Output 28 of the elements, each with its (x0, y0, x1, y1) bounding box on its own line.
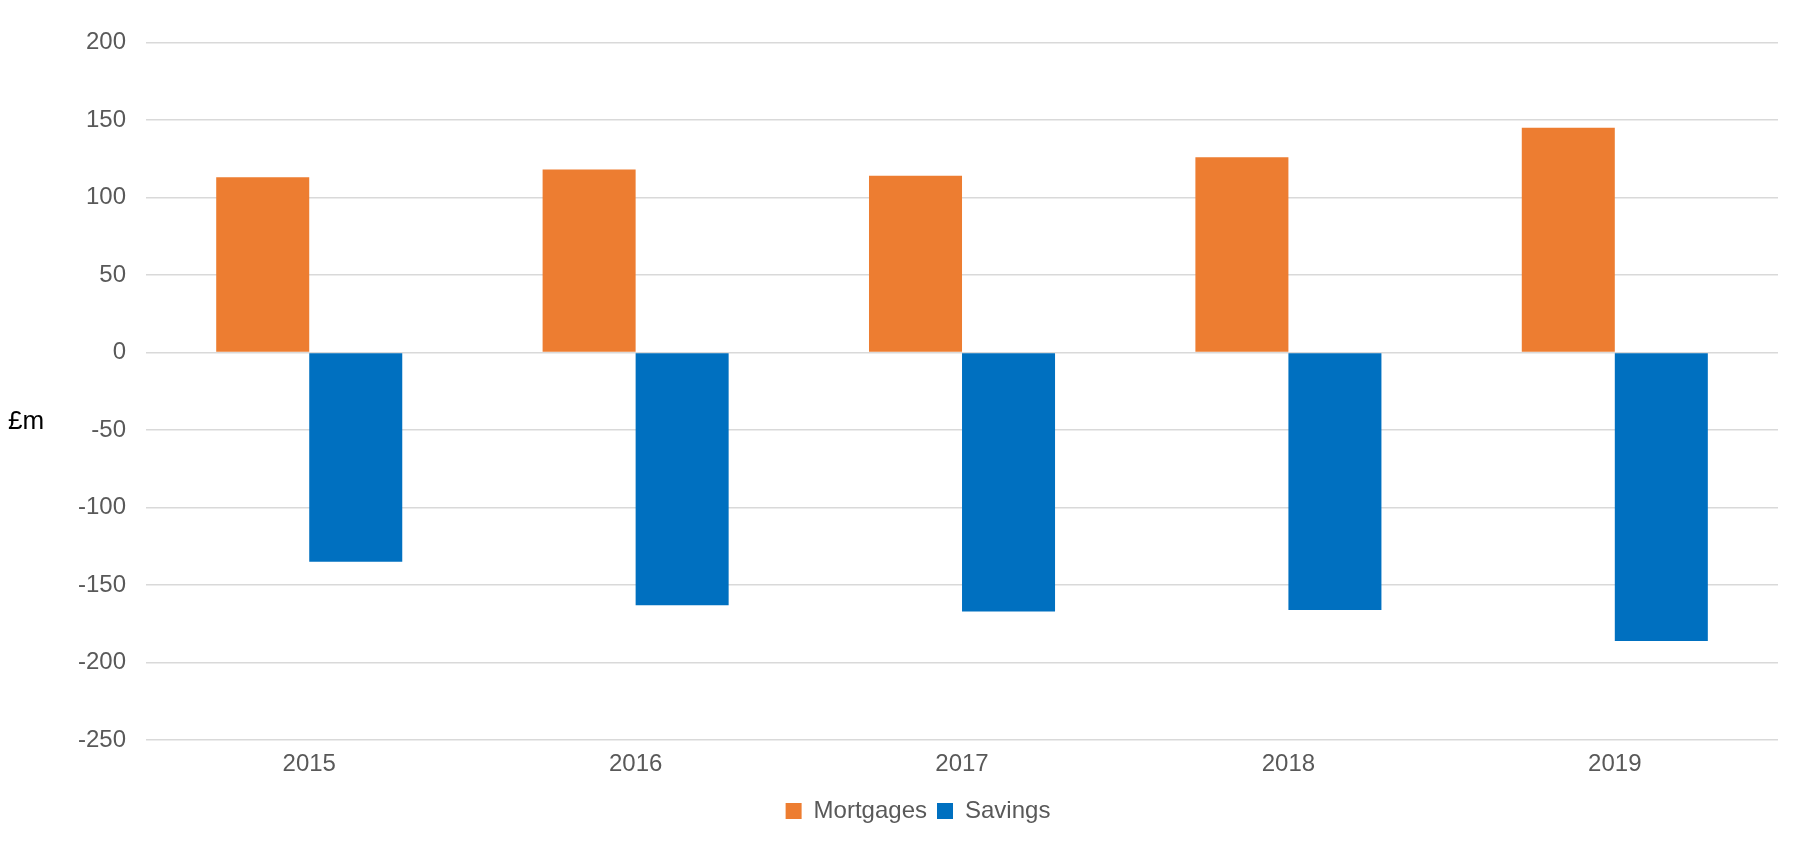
y-tick-label: -200 (77, 647, 127, 675)
y-tick-label: 150 (85, 104, 127, 132)
bar (542, 169, 636, 352)
y-tick-label: -100 (77, 492, 127, 520)
y-axis-title: £m (8, 405, 46, 436)
x-tick-label: 2017 (935, 749, 989, 777)
bar (962, 353, 1056, 612)
y-tick-label: 100 (85, 182, 127, 210)
bar (309, 353, 403, 562)
y-tick-label: -50 (91, 414, 127, 442)
x-tick-label: 2019 (1588, 749, 1642, 777)
y-tick-label: 0 (112, 337, 127, 365)
x-tick-label: 2018 (1261, 749, 1316, 777)
bar (869, 175, 963, 352)
legend-label: Savings (965, 795, 1051, 823)
bar (1288, 353, 1382, 610)
bar (1195, 157, 1289, 352)
y-tick-label: 200 (85, 27, 127, 55)
y-tick-label: -250 (77, 724, 127, 752)
bar (635, 353, 729, 606)
bar (1614, 353, 1708, 641)
bar (1521, 127, 1615, 352)
legend-label: Mortgages (813, 795, 927, 823)
x-tick-label: 2016 (608, 749, 663, 777)
y-tick-label: 50 (99, 259, 127, 287)
bar (216, 177, 310, 352)
y-tick-label: -150 (77, 569, 127, 597)
x-tick-label: 2015 (282, 749, 336, 777)
